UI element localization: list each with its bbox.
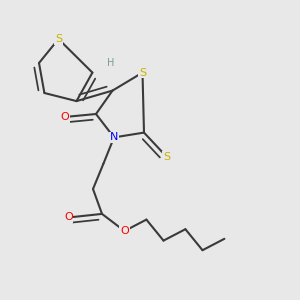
Text: N: N [110,132,118,142]
Text: O: O [120,226,129,236]
Text: S: S [55,34,62,44]
Text: O: O [60,112,69,122]
Text: H: H [107,58,115,68]
Text: S: S [139,68,146,78]
Text: O: O [64,212,73,223]
Text: S: S [163,152,170,162]
